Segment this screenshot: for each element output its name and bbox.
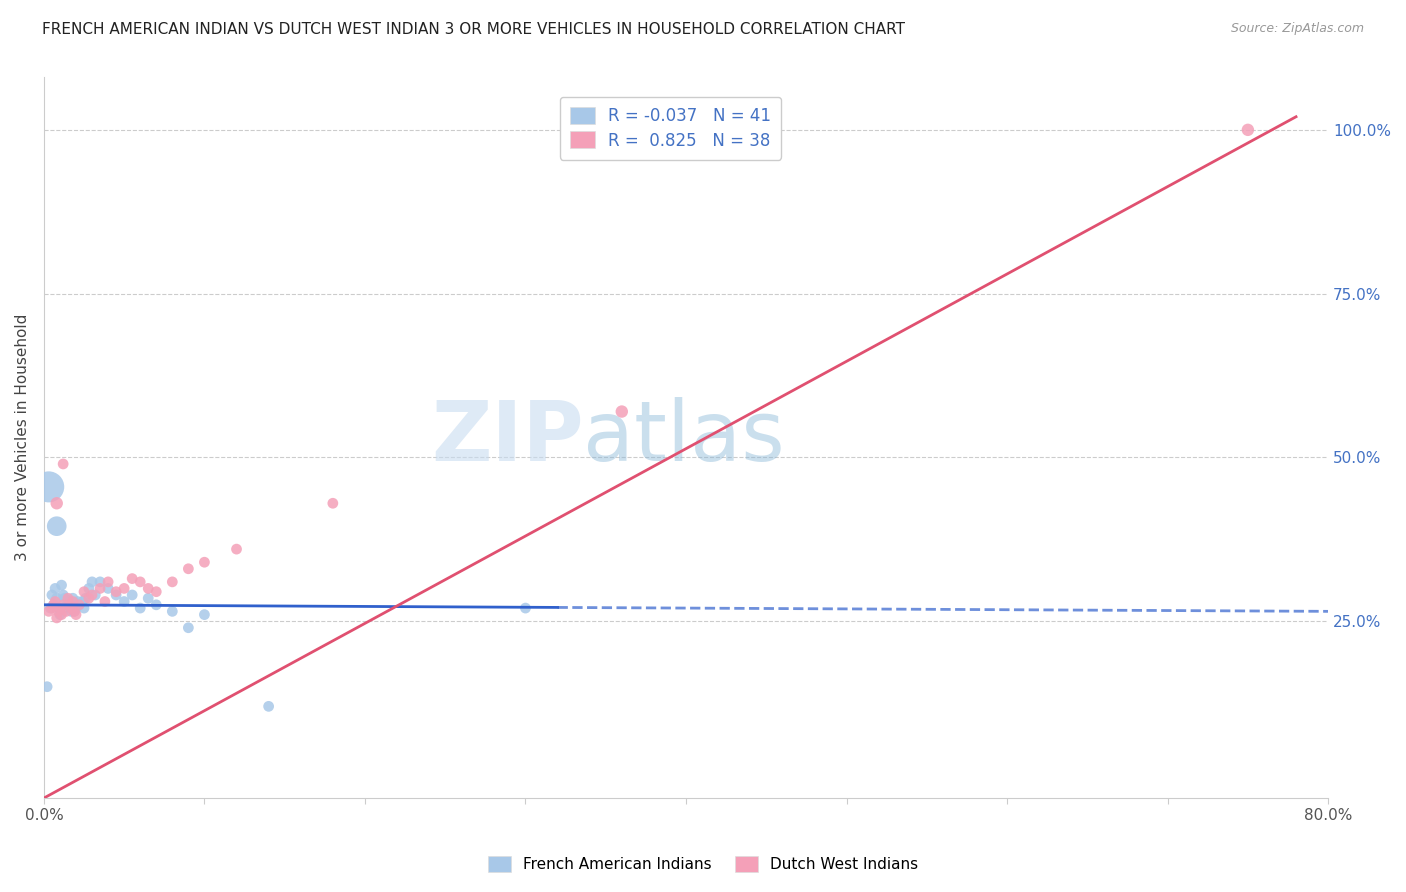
Point bbox=[38, 604, 60, 618]
Point bbox=[41, 588, 63, 602]
Point bbox=[1237, 123, 1260, 137]
Point bbox=[35, 680, 58, 694]
Point bbox=[75, 591, 97, 606]
Point bbox=[77, 582, 100, 596]
Point bbox=[56, 598, 79, 612]
Point bbox=[52, 457, 75, 471]
Y-axis label: 3 or more Vehicles in Household: 3 or more Vehicles in Household bbox=[15, 314, 30, 561]
Point bbox=[67, 598, 90, 612]
Point bbox=[60, 601, 83, 615]
Point bbox=[193, 607, 215, 622]
Point bbox=[53, 591, 76, 606]
Legend: R = -0.037   N = 41, R =  0.825   N = 38: R = -0.037 N = 41, R = 0.825 N = 38 bbox=[560, 96, 780, 160]
Text: FRENCH AMERICAN INDIAN VS DUTCH WEST INDIAN 3 OR MORE VEHICLES IN HOUSEHOLD CORR: FRENCH AMERICAN INDIAN VS DUTCH WEST IND… bbox=[42, 22, 905, 37]
Point bbox=[46, 604, 69, 618]
Point bbox=[63, 604, 86, 618]
Point bbox=[60, 604, 83, 618]
Point bbox=[51, 607, 73, 622]
Point bbox=[45, 591, 67, 606]
Point bbox=[44, 582, 66, 596]
Point bbox=[49, 601, 72, 615]
Text: ZIP: ZIP bbox=[430, 397, 583, 478]
Point bbox=[65, 601, 87, 615]
Point bbox=[145, 584, 167, 599]
Point bbox=[63, 604, 86, 618]
Text: atlas: atlas bbox=[583, 397, 785, 478]
Point bbox=[55, 601, 77, 615]
Point bbox=[51, 578, 73, 592]
Point bbox=[84, 588, 107, 602]
Point bbox=[129, 574, 152, 589]
Point bbox=[45, 611, 67, 625]
Point bbox=[44, 594, 66, 608]
Point bbox=[177, 562, 200, 576]
Point bbox=[77, 591, 100, 606]
Point bbox=[45, 519, 67, 533]
Point bbox=[257, 699, 280, 714]
Point bbox=[58, 594, 80, 608]
Point bbox=[66, 594, 89, 608]
Point bbox=[162, 574, 184, 589]
Point bbox=[322, 496, 344, 510]
Point bbox=[145, 598, 167, 612]
Point bbox=[62, 591, 84, 606]
Point bbox=[121, 572, 143, 586]
Point bbox=[177, 621, 200, 635]
Point bbox=[49, 607, 72, 622]
Point bbox=[56, 591, 79, 606]
Point bbox=[94, 594, 117, 608]
Point bbox=[62, 594, 84, 608]
Point bbox=[52, 598, 75, 612]
Point bbox=[65, 607, 87, 622]
Point bbox=[38, 480, 60, 494]
Point bbox=[72, 594, 94, 608]
Point bbox=[515, 601, 537, 615]
Point bbox=[73, 584, 96, 599]
Point bbox=[73, 601, 96, 615]
Point bbox=[225, 542, 247, 557]
Point bbox=[42, 598, 65, 612]
Point bbox=[58, 598, 80, 612]
Point bbox=[80, 574, 103, 589]
Point bbox=[129, 601, 152, 615]
Point bbox=[52, 588, 75, 602]
Point bbox=[46, 601, 69, 615]
Point bbox=[105, 584, 128, 599]
Point bbox=[610, 404, 633, 418]
Point bbox=[121, 588, 143, 602]
Text: Source: ZipAtlas.com: Source: ZipAtlas.com bbox=[1230, 22, 1364, 36]
Point bbox=[136, 591, 159, 606]
Point bbox=[136, 582, 159, 596]
Point bbox=[97, 582, 120, 596]
Point bbox=[89, 574, 111, 589]
Point bbox=[45, 496, 67, 510]
Point bbox=[89, 582, 111, 596]
Point bbox=[80, 588, 103, 602]
Point bbox=[162, 604, 184, 618]
Point bbox=[193, 555, 215, 569]
Point bbox=[39, 601, 62, 615]
Legend: French American Indians, Dutch West Indians: French American Indians, Dutch West Indi… bbox=[481, 848, 925, 880]
Point bbox=[41, 601, 63, 615]
Point bbox=[67, 598, 90, 612]
Point bbox=[97, 574, 120, 589]
Point bbox=[112, 594, 135, 608]
Point bbox=[105, 588, 128, 602]
Point bbox=[55, 604, 77, 618]
Point bbox=[112, 582, 135, 596]
Point bbox=[42, 598, 65, 612]
